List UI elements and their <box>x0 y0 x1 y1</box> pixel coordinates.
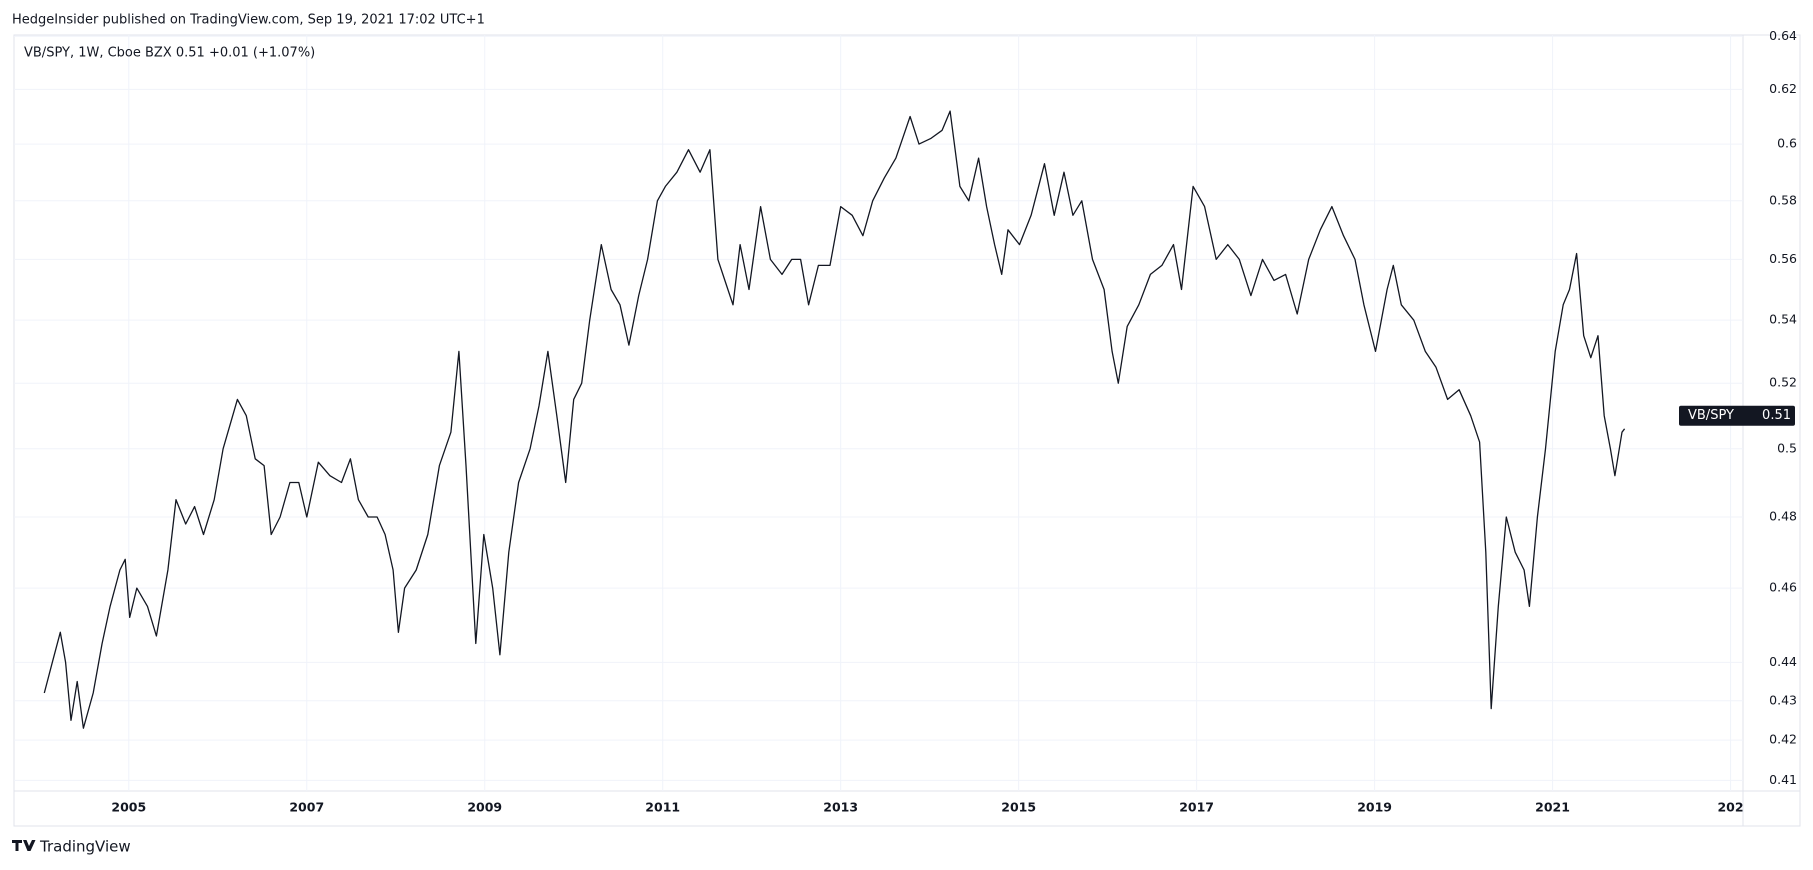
y-tick-label: 0.46 <box>1769 580 1797 595</box>
price-line <box>43 110 1626 729</box>
x-tick-label: 2013 <box>823 800 858 815</box>
price-tag-name: VB/SPY <box>1688 408 1734 423</box>
grid <box>14 35 1743 791</box>
y-tick-label: 0.41 <box>1769 772 1797 787</box>
y-tick-label: 0.42 <box>1769 732 1797 747</box>
x-tick-label: 2019 <box>1357 800 1392 815</box>
brand-logo: TradingView <box>12 838 131 856</box>
price-tag <box>1679 405 1795 426</box>
x-tick-label: 2005 <box>111 800 146 815</box>
x-tick-label: 202 <box>1717 800 1743 815</box>
y-tick-label: 0.62 <box>1769 81 1797 96</box>
chart-frame <box>13 34 1801 827</box>
y-tick-label: 0.58 <box>1769 192 1797 207</box>
y-tick-label: 0.64 <box>1769 28 1797 43</box>
x-tick-label: 2007 <box>289 800 324 815</box>
legend: VB/SPY, 1W, Cboe BZX 0.51 +0.01 (+1.07%) <box>24 46 315 61</box>
x-tick-label: 2009 <box>467 800 502 815</box>
y-tick-label: 0.56 <box>1769 251 1797 266</box>
price-tag-value: 0.51 <box>1762 408 1791 423</box>
x-tick-label: 2015 <box>1001 800 1036 815</box>
plot <box>43 110 1626 729</box>
brand-name: TradingView <box>39 838 131 856</box>
y-tick-label: 0.54 <box>1769 312 1797 327</box>
y-tick-label: 0.52 <box>1769 375 1797 390</box>
x-tick-label: 2017 <box>1179 800 1214 815</box>
y-tick-label: 0.5 <box>1777 440 1797 455</box>
publish-header: HedgeInsider published on TradingView.co… <box>12 13 485 28</box>
y-tick-label: 0.6 <box>1777 136 1797 151</box>
y-tick-label: 0.48 <box>1769 508 1797 523</box>
x-tick-label: 2011 <box>645 800 680 815</box>
x-tick-label: 2021 <box>1535 800 1570 815</box>
y-tick-label: 0.44 <box>1769 654 1797 669</box>
logo-mark <box>12 840 36 851</box>
y-tick-label: 0.43 <box>1769 692 1797 707</box>
